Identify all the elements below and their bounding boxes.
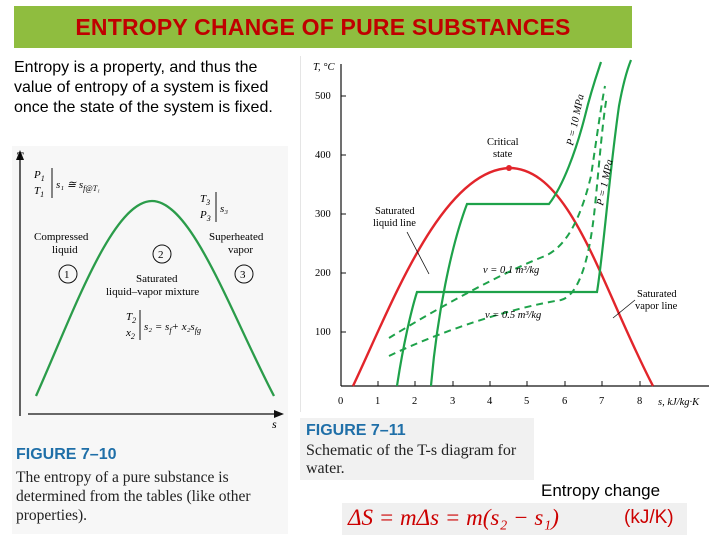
svg-text:T2: T2 xyxy=(126,311,136,325)
state-2-number: 2 xyxy=(158,249,164,261)
figure-7-10-caption-text: The entropy of a pure substance is deter… xyxy=(16,469,251,524)
s-axis-label: s xyxy=(272,417,277,431)
svg-text:s₃: s₃ xyxy=(220,203,228,215)
y-tick-marks xyxy=(341,95,346,333)
x-tick-marks xyxy=(377,381,641,386)
svg-text:T3: T3 xyxy=(200,193,210,207)
y-tick-100: 100 xyxy=(315,327,331,338)
figure-7-11-caption-text: Schematic of the T-s diagram for water. xyxy=(306,442,517,477)
superheated-vapor-label: Superheated vapor xyxy=(209,231,264,256)
state-3-marker xyxy=(234,264,254,284)
state-2-marker xyxy=(152,244,172,264)
svg-text:s₁ ≅ sf@T₁: s₁ ≅ sf@T₁ xyxy=(56,179,100,193)
title-bar: ENTROPY CHANGE OF PURE SUBSTANCES xyxy=(14,6,632,48)
figure-7-11-caption: FIGURE 7–11 Schematic of the T-s diagram… xyxy=(300,418,534,480)
x-tick-4: 4 xyxy=(487,396,493,407)
x-tick-5: 5 xyxy=(524,396,529,407)
x-tick-6: 6 xyxy=(562,396,567,407)
svg-text:P1: P1 xyxy=(33,169,45,183)
y-tick-200: 200 xyxy=(315,268,331,279)
saturated-liquid-label: Saturated liquid line xyxy=(373,206,416,229)
temperature-axis-label: T, °C xyxy=(313,62,336,73)
state-3-spec: T3 P3 s₃ xyxy=(199,192,228,223)
entropy-change-formula: ΔS = mΔs = m(s₂ − s₁) xyxy=(348,505,559,530)
svg-text:T1: T1 xyxy=(34,185,44,199)
v-0-1-label: v = 0.1 m³/kg xyxy=(483,265,539,276)
v-0-5-label: v = 0.5 m³/kg xyxy=(485,310,541,321)
water-ts-diagram: T, °C s, kJ/kg·K 500 400 300 200 100 0 1… xyxy=(313,59,709,408)
liquid-line-pointer xyxy=(406,231,430,275)
formula-units: (kJ/K) xyxy=(624,507,674,528)
figure-7-11-caption-title: FIGURE 7–11 xyxy=(306,422,406,439)
saturated-mixture-label: Saturated liquid–vapor mixture xyxy=(106,273,199,298)
state-1-marker xyxy=(58,264,78,284)
entropy-change-label: Entropy change xyxy=(541,481,661,500)
t-axis-label: T xyxy=(16,149,24,163)
critical-point xyxy=(506,165,512,171)
entropy-axis-label: s, kJ/kg·K xyxy=(658,397,700,408)
vapor-line-pointer xyxy=(612,299,636,319)
x-tick-8: 8 xyxy=(637,396,642,407)
x-tick-1: 1 xyxy=(375,396,380,407)
svg-text:x2: x2 xyxy=(125,327,135,341)
state-1-spec: P1 T1 s₁ ≅ sf@T₁ xyxy=(33,168,100,199)
formula-box: ΔS = mΔs = m(s₂ − s₁) (kJ/K) xyxy=(342,503,687,535)
figure-7-11: T, °C s, kJ/kg·K 500 400 300 200 100 0 1… xyxy=(300,56,719,412)
t-axis-arrow xyxy=(16,150,24,160)
state-2-spec: T2 x2 s₂ = sf+ x₂sfg xyxy=(125,310,201,341)
isochore-0-5 xyxy=(388,95,608,357)
y-tick-300: 300 xyxy=(315,209,331,220)
isobar-10mpa xyxy=(429,61,603,387)
compressed-liquid-label: Compressed liquid xyxy=(34,231,89,256)
state-1-number: 1 xyxy=(64,269,70,281)
intro-text: Entropy is a property, and thus the valu… xyxy=(14,59,273,116)
figure-7-10-caption-title: FIGURE 7–10 xyxy=(16,446,117,463)
x-tick-2: 2 xyxy=(412,396,417,407)
slide-title: ENTROPY CHANGE OF PURE SUBSTANCES xyxy=(75,14,571,40)
x-tick-0: 0 xyxy=(338,396,343,407)
svg-text:P3: P3 xyxy=(199,209,211,223)
svg-text:s₂ = sf+ x₂sfg: s₂ = sf+ x₂sfg xyxy=(144,321,201,335)
y-tick-labels: 500 400 300 200 100 xyxy=(315,91,331,338)
figure-7-10: T s P1 T1 s₁ ≅ sf@T₁ Compressed liquid 1 … xyxy=(12,146,288,534)
isochore-0-1 xyxy=(388,85,606,339)
critical-state-label: Critical state xyxy=(487,137,519,160)
x-tick-7: 7 xyxy=(599,396,604,407)
ts-schematic-diagram: T s P1 T1 s₁ ≅ sf@T₁ Compressed liquid 1 … xyxy=(16,149,284,431)
saturation-dome xyxy=(34,199,276,397)
s-axis-arrow xyxy=(274,410,284,418)
y-tick-500: 500 xyxy=(315,91,331,102)
isobar-1mpa xyxy=(395,59,633,387)
x-tick-3: 3 xyxy=(450,396,455,407)
y-tick-400: 400 xyxy=(315,150,331,161)
state-3-number: 3 xyxy=(240,269,246,281)
x-tick-labels: 0 1 2 3 4 5 6 7 8 xyxy=(338,396,642,407)
saturated-vapor-label: Saturated vapor line xyxy=(635,289,678,312)
